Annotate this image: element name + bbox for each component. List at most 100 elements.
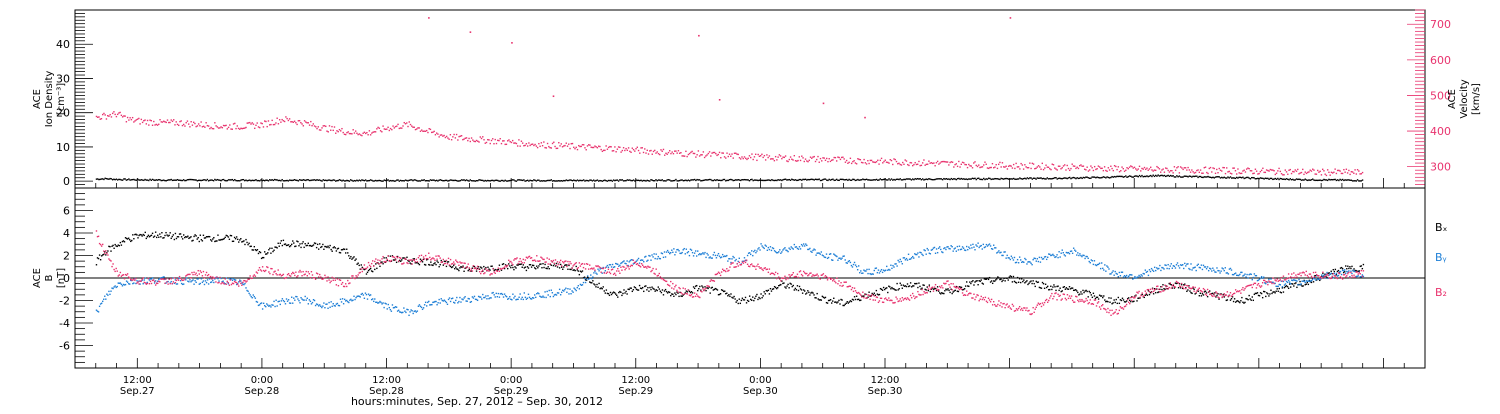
density-point [421,179,422,180]
velocity-point [1209,168,1210,169]
density-point [607,180,608,181]
velocity-point [483,139,484,140]
b-point [263,257,264,258]
velocity-point [857,158,858,159]
b-point [1277,288,1278,289]
b-point [693,255,694,256]
b-point [785,287,786,288]
b-point [527,266,528,267]
density-point [598,180,599,181]
density-point [171,179,172,180]
b-point [1296,280,1297,281]
density-point [1271,178,1272,179]
density-point [163,179,164,180]
b-point [727,260,728,261]
b-point [996,278,997,279]
density-point [326,180,327,181]
b-point [513,297,514,298]
b-point [1233,301,1234,302]
b-point [753,300,754,301]
b-point [831,302,832,303]
density-point [167,180,168,181]
b-point [171,238,172,239]
density-point [431,180,432,181]
b-point [947,288,948,289]
density-point [487,180,488,181]
velocity-point [544,147,545,148]
velocity-point [795,160,796,161]
b-point [828,257,829,258]
b-point [1278,286,1279,287]
density-point [106,178,107,179]
b-point [173,234,174,235]
b-point [559,289,560,290]
b-point [107,254,108,255]
density-point [162,180,163,181]
velocity-point [716,155,717,156]
velocity-point [827,161,828,162]
velocity-point [232,129,233,130]
b-point [703,253,704,254]
b-point [1202,269,1203,270]
b-point [757,299,758,300]
velocity-point [592,147,593,148]
density-point [247,180,248,181]
velocity-point [1114,165,1115,166]
velocity-point [973,162,974,163]
velocity-point [627,150,628,151]
velocity-point [311,125,312,126]
density-point [508,180,509,181]
b-point [495,296,496,297]
density-point [195,179,196,180]
velocity-point [1029,162,1030,163]
density-point [1297,179,1298,180]
density-point [279,180,280,181]
b-point [768,290,769,291]
velocity-point [705,155,706,156]
b-point [198,278,199,279]
density-point [485,180,486,181]
b-point [411,310,412,311]
b-point [764,291,765,292]
density-point [518,179,519,180]
b-point [1103,295,1104,296]
density-point [202,180,203,181]
b-point [1244,302,1245,303]
b-point [576,290,577,291]
b-point [900,259,901,260]
b-point [936,248,937,249]
b-point [606,289,607,290]
density-point [1211,177,1212,178]
density-point [1019,177,1020,178]
velocity-point [1303,174,1304,175]
density-point [321,180,322,181]
b-point [187,236,188,237]
b-point [344,249,345,250]
density-point [675,179,676,180]
velocity-point [501,143,502,144]
velocity-point [176,121,177,122]
density-point [1030,177,1031,178]
density-point [543,180,544,181]
density-point [588,180,589,181]
velocity-point [1221,170,1222,171]
density-point [1085,176,1086,177]
b-point [253,249,254,250]
velocity-point [372,132,373,133]
velocity-point [1211,171,1212,172]
velocity-point [1044,167,1045,168]
b-point [366,273,367,274]
velocity-point [289,118,290,119]
density-point [911,179,912,180]
b-point [112,263,113,264]
density-point [1139,175,1140,176]
b-point [1136,300,1137,301]
density-point [929,178,930,179]
b-point [365,292,366,293]
b-point [329,245,330,246]
b-point [1257,292,1258,293]
density-point [188,179,189,180]
b-point [1107,301,1108,302]
b-point [951,293,952,294]
